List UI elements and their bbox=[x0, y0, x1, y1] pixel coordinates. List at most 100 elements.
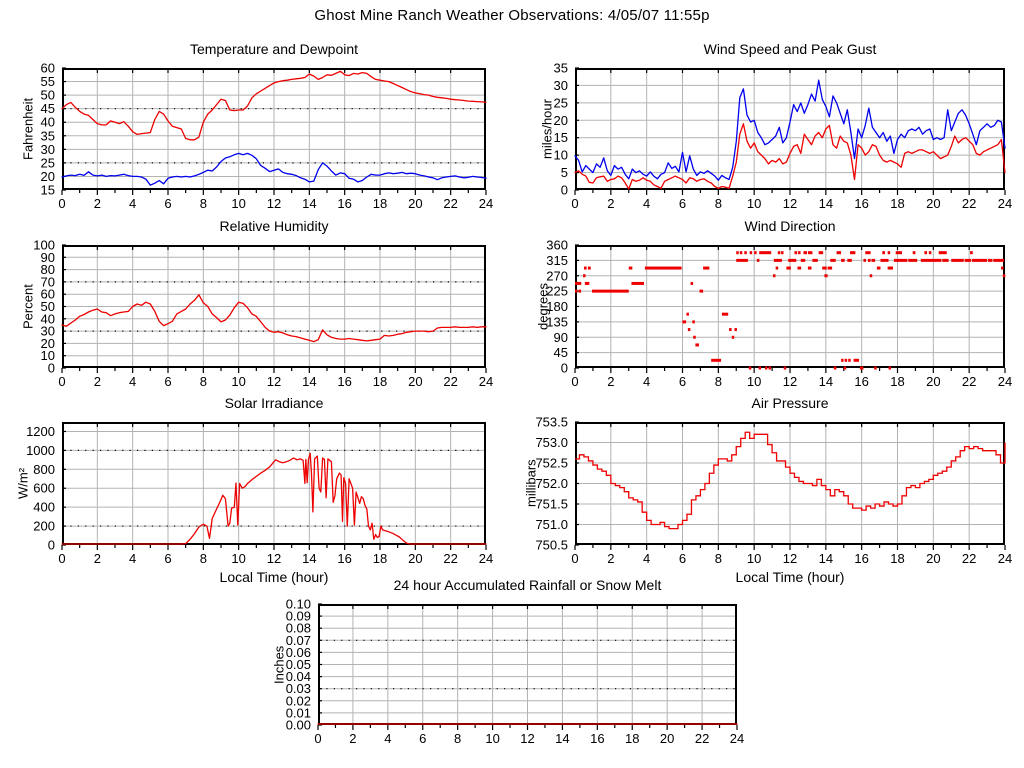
svg-text:20: 20 bbox=[408, 374, 422, 389]
svg-text:6: 6 bbox=[679, 196, 686, 211]
svg-text:4: 4 bbox=[643, 374, 650, 389]
svg-text:18: 18 bbox=[890, 374, 904, 389]
svg-text:18: 18 bbox=[625, 731, 639, 746]
svg-text:30: 30 bbox=[41, 142, 55, 157]
svg-text:360: 360 bbox=[546, 238, 568, 253]
svg-text:225: 225 bbox=[546, 284, 568, 299]
svg-text:10: 10 bbox=[231, 196, 245, 211]
svg-text:14: 14 bbox=[302, 196, 316, 211]
svg-text:4: 4 bbox=[129, 374, 136, 389]
svg-text:16: 16 bbox=[854, 374, 868, 389]
svg-text:16: 16 bbox=[854, 196, 868, 211]
svg-text:14: 14 bbox=[555, 731, 569, 746]
chart-title: Wind Speed and Peak Gust bbox=[703, 41, 877, 57]
svg-text:0.01: 0.01 bbox=[286, 705, 311, 720]
svg-text:10: 10 bbox=[231, 374, 245, 389]
svg-text:14: 14 bbox=[819, 551, 833, 566]
svg-text:20: 20 bbox=[926, 196, 940, 211]
svg-text:1200: 1200 bbox=[26, 424, 55, 439]
svg-text:20: 20 bbox=[554, 113, 568, 128]
svg-text:4: 4 bbox=[129, 196, 136, 211]
svg-text:0.03: 0.03 bbox=[286, 681, 311, 696]
svg-text:4: 4 bbox=[384, 731, 391, 746]
svg-text:14: 14 bbox=[302, 374, 316, 389]
svg-text:6: 6 bbox=[419, 731, 426, 746]
svg-text:24: 24 bbox=[479, 551, 493, 566]
svg-text:24: 24 bbox=[730, 731, 744, 746]
svg-text:10: 10 bbox=[747, 196, 761, 211]
chart-title: Air Pressure bbox=[751, 395, 829, 411]
svg-text:10: 10 bbox=[747, 374, 761, 389]
svg-text:0: 0 bbox=[571, 551, 578, 566]
svg-text:751.5: 751.5 bbox=[535, 497, 568, 512]
svg-text:22: 22 bbox=[443, 196, 457, 211]
svg-text:24: 24 bbox=[998, 374, 1012, 389]
svg-text:16: 16 bbox=[337, 196, 351, 211]
svg-text:22: 22 bbox=[962, 374, 976, 389]
svg-text:2: 2 bbox=[349, 731, 356, 746]
svg-text:45: 45 bbox=[41, 101, 55, 116]
svg-text:35: 35 bbox=[41, 128, 55, 143]
svg-text:752.0: 752.0 bbox=[535, 476, 568, 491]
svg-text:40: 40 bbox=[41, 311, 55, 326]
svg-text:22: 22 bbox=[962, 196, 976, 211]
svg-text:18: 18 bbox=[373, 196, 387, 211]
svg-text:70: 70 bbox=[41, 274, 55, 289]
svg-text:10: 10 bbox=[485, 731, 499, 746]
svg-text:12: 12 bbox=[267, 196, 281, 211]
svg-text:20: 20 bbox=[41, 336, 55, 351]
svg-text:10: 10 bbox=[41, 348, 55, 363]
svg-text:0: 0 bbox=[571, 196, 578, 211]
svg-text:0.06: 0.06 bbox=[286, 645, 311, 660]
svg-text:90: 90 bbox=[41, 250, 55, 265]
svg-text:8: 8 bbox=[715, 551, 722, 566]
svg-text:2: 2 bbox=[94, 374, 101, 389]
svg-text:0: 0 bbox=[571, 374, 578, 389]
svg-text:35: 35 bbox=[554, 61, 568, 76]
chart-relative-humidity: Relative Humidity Percent 0 10 20 30 40 50 60 7… bbox=[21, 218, 494, 389]
svg-text:16: 16 bbox=[337, 374, 351, 389]
svg-text:12: 12 bbox=[520, 731, 534, 746]
svg-text:0: 0 bbox=[58, 374, 65, 389]
svg-text:30: 30 bbox=[554, 78, 568, 93]
svg-text:751.0: 751.0 bbox=[535, 517, 568, 532]
svg-text:12: 12 bbox=[783, 196, 797, 211]
svg-text:2: 2 bbox=[607, 196, 614, 211]
svg-text:0: 0 bbox=[58, 551, 65, 566]
svg-text:400: 400 bbox=[33, 500, 55, 515]
svg-text:1000: 1000 bbox=[26, 443, 55, 458]
svg-text:40: 40 bbox=[41, 115, 55, 130]
svg-text:10: 10 bbox=[747, 551, 761, 566]
svg-text:0: 0 bbox=[561, 361, 568, 376]
svg-text:16: 16 bbox=[590, 731, 604, 746]
svg-text:753.5: 753.5 bbox=[535, 415, 568, 430]
chart-title: Temperature and Dewpoint bbox=[189, 41, 359, 57]
svg-text:0: 0 bbox=[561, 183, 568, 198]
svg-text:8: 8 bbox=[715, 374, 722, 389]
svg-text:270: 270 bbox=[546, 268, 568, 283]
svg-text:0.09: 0.09 bbox=[286, 609, 311, 624]
svg-text:8: 8 bbox=[200, 196, 207, 211]
svg-text:753.0: 753.0 bbox=[535, 435, 568, 450]
svg-text:24: 24 bbox=[479, 374, 493, 389]
svg-text:750.5: 750.5 bbox=[535, 538, 568, 553]
chart-title: 24 hour Accumulated Rainfall or Snow Mel… bbox=[393, 577, 662, 593]
svg-text:2: 2 bbox=[94, 196, 101, 211]
svg-text:315: 315 bbox=[546, 253, 568, 268]
svg-text:100: 100 bbox=[33, 238, 55, 253]
svg-text:20: 20 bbox=[41, 169, 55, 184]
chart-title: Wind Direction bbox=[744, 218, 836, 234]
svg-text:22: 22 bbox=[443, 551, 457, 566]
svg-text:0: 0 bbox=[48, 361, 55, 376]
x-axis-label: Local Time (hour) bbox=[219, 569, 329, 585]
svg-text:600: 600 bbox=[33, 481, 55, 496]
chart-title: Solar Irradiance bbox=[224, 395, 324, 411]
svg-text:60: 60 bbox=[41, 287, 55, 302]
y-axis-label: Percent bbox=[20, 284, 36, 329]
svg-text:24: 24 bbox=[998, 196, 1012, 211]
svg-text:0: 0 bbox=[48, 538, 55, 553]
svg-text:4: 4 bbox=[643, 551, 650, 566]
